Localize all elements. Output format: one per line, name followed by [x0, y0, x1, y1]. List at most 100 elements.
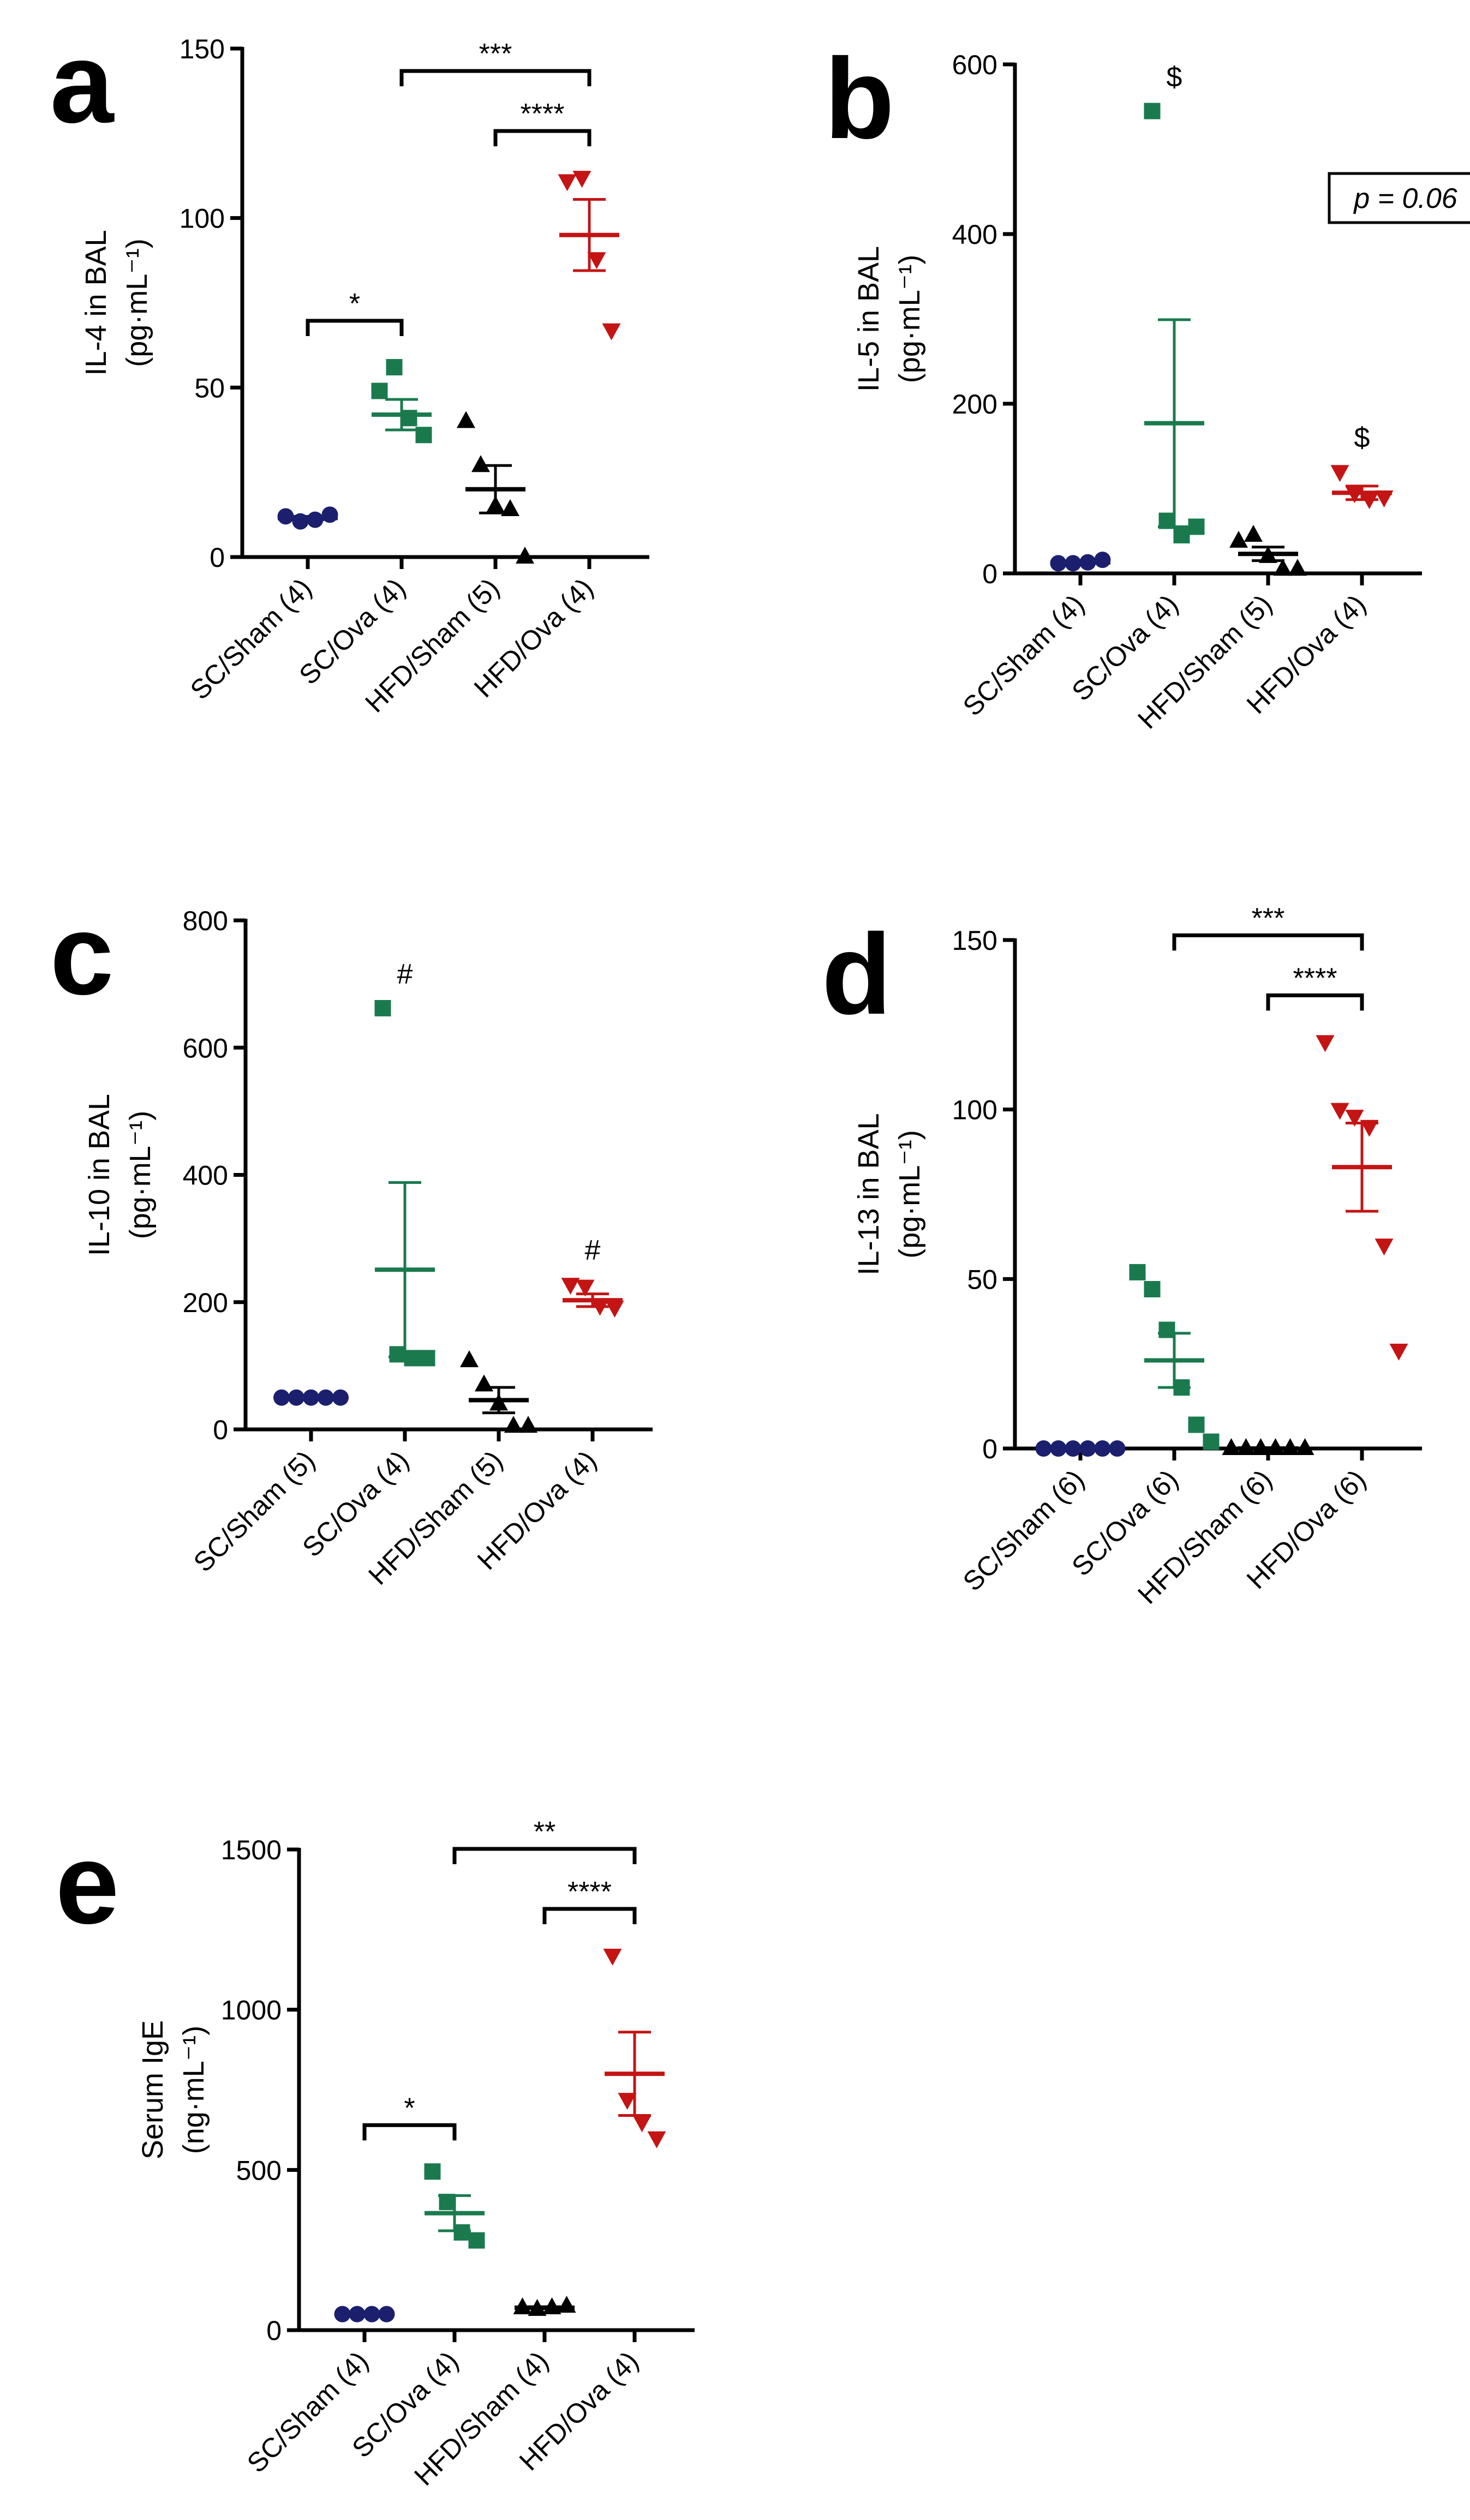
y-axis-label: IL-4 in BAL	[80, 230, 112, 375]
y-axis-label: Serum IgE	[136, 2020, 169, 2159]
data-point	[386, 359, 403, 376]
significance-label: ****	[567, 1876, 612, 1908]
data-point	[1094, 552, 1111, 568]
y-tick-label: 150	[952, 925, 997, 956]
data-point	[1244, 525, 1263, 542]
y-tick-label: 100	[180, 203, 225, 234]
y-tick-label: 0	[982, 559, 997, 589]
note-box	[1328, 172, 1470, 224]
data-point	[605, 1301, 624, 1318]
y-axis-label: (pg·mL⁻¹)	[893, 1130, 926, 1259]
y-tick-label: 0	[982, 1434, 997, 1464]
data-point	[602, 323, 621, 340]
y-tick-label: 50	[194, 373, 225, 403]
note: p = 0.06	[1353, 183, 1457, 214]
y-axis-label: IL-13 in BAL	[852, 1113, 885, 1275]
data-point	[557, 2295, 576, 2313]
panel: d IL-13 in BAL (pg·mL⁻¹) 0 50 100 150 SC/Sham (…	[822, 902, 1422, 1610]
data-point	[1035, 1440, 1052, 1457]
data-point	[647, 2131, 666, 2148]
data-point	[475, 1374, 493, 1392]
data-point	[618, 2093, 637, 2110]
data-point	[389, 1346, 406, 1363]
data-point	[1109, 1440, 1126, 1457]
y-tick-label: 0	[266, 2315, 282, 2346]
x-tick-label: SC/Sham (5)	[188, 1445, 321, 1578]
data-point	[1330, 1103, 1349, 1120]
significance-mark: #	[585, 1235, 601, 1266]
data-point	[516, 547, 534, 564]
y-tick-label: 500	[236, 2155, 282, 2186]
data-point	[371, 382, 388, 399]
significance-label: ***	[1252, 902, 1285, 934]
data-point	[603, 1948, 622, 1966]
y-tick-label: 200	[183, 1288, 228, 1318]
x-tick-label: SC/Sham (4)	[957, 589, 1090, 722]
data-point	[453, 2224, 470, 2241]
data-point	[1288, 559, 1307, 576]
data-point	[572, 171, 591, 188]
y-tick-label: 400	[952, 219, 997, 250]
y-tick-label: 100	[952, 1095, 997, 1126]
data-point	[558, 174, 577, 191]
data-point	[1144, 103, 1161, 119]
panel-letter: c	[50, 890, 114, 1019]
data-point	[1129, 1264, 1146, 1280]
significance-bracket	[306, 319, 404, 337]
y-tick-label: 400	[183, 1160, 228, 1191]
y-tick-label: 1500	[221, 1835, 282, 1865]
y-tick-label: 0	[213, 1415, 228, 1445]
data-point	[1229, 530, 1248, 548]
y-axis-label: (pg·mL⁻¹)	[124, 1111, 157, 1240]
significance-label: ****	[1293, 962, 1337, 994]
significance-mark: $	[1167, 62, 1182, 93]
y-tick-label: 600	[183, 1033, 228, 1063]
data-point	[1188, 518, 1205, 535]
significance-bracket	[1266, 993, 1364, 1011]
data-point	[1375, 1238, 1394, 1256]
data-point	[468, 2232, 485, 2249]
y-tick-label: 150	[180, 34, 225, 64]
x-tick-label: SC/Sham (4)	[241, 2345, 374, 2479]
data-point	[1316, 1035, 1335, 1052]
significance-label: ****	[521, 98, 565, 130]
significance-label: **	[534, 1816, 555, 1848]
data-point	[632, 2115, 652, 2133]
data-point	[374, 999, 391, 1016]
y-tick-label: 1000	[221, 1995, 282, 2026]
data-point	[415, 427, 432, 444]
data-point	[1203, 1433, 1220, 1450]
significance-mark: $	[1354, 422, 1370, 453]
data-point	[1188, 1416, 1205, 1433]
data-point	[1389, 1343, 1408, 1361]
x-tick-label: SC/Sham (4)	[184, 572, 318, 705]
panel: b IL-5 in BAL (pg·mL⁻¹) 0 200 400 600 SC/Sham (…	[824, 34, 1470, 735]
data-point	[1173, 527, 1190, 544]
significance-bracket	[542, 1907, 637, 1924]
y-tick-label: 0	[210, 542, 225, 573]
data-point	[576, 1279, 595, 1297]
panel-letter: b	[824, 34, 894, 163]
x-tick-label: SC/Sham (6)	[957, 1464, 1090, 1597]
panel: e Serum IgE (ng·mL⁻¹) 0 500 1000 1500 SC/Sham (…	[56, 1816, 695, 2492]
panel-letter: e	[56, 1819, 119, 1948]
data-point	[457, 411, 475, 428]
significance-label: ***	[479, 38, 512, 70]
data-point	[424, 2163, 441, 2180]
data-point	[1274, 559, 1292, 576]
significance-bracket	[1172, 933, 1364, 951]
y-axis-label: (ng·mL⁻¹)	[177, 2026, 210, 2154]
data-point	[419, 1350, 435, 1367]
y-tick-label: 600	[952, 50, 997, 80]
data-point	[504, 1416, 523, 1433]
y-tick-label: 50	[967, 1264, 997, 1295]
data-point	[401, 410, 417, 427]
data-point	[519, 1416, 537, 1433]
significance-bracket	[362, 2123, 457, 2141]
significance-label: *	[404, 2092, 415, 2124]
data-point	[1295, 1438, 1314, 1455]
y-axis-label: (pg·mL⁻¹)	[121, 238, 153, 367]
significance-label: *	[349, 288, 360, 320]
significance-bracket	[452, 1847, 637, 1864]
data-point	[587, 252, 606, 270]
